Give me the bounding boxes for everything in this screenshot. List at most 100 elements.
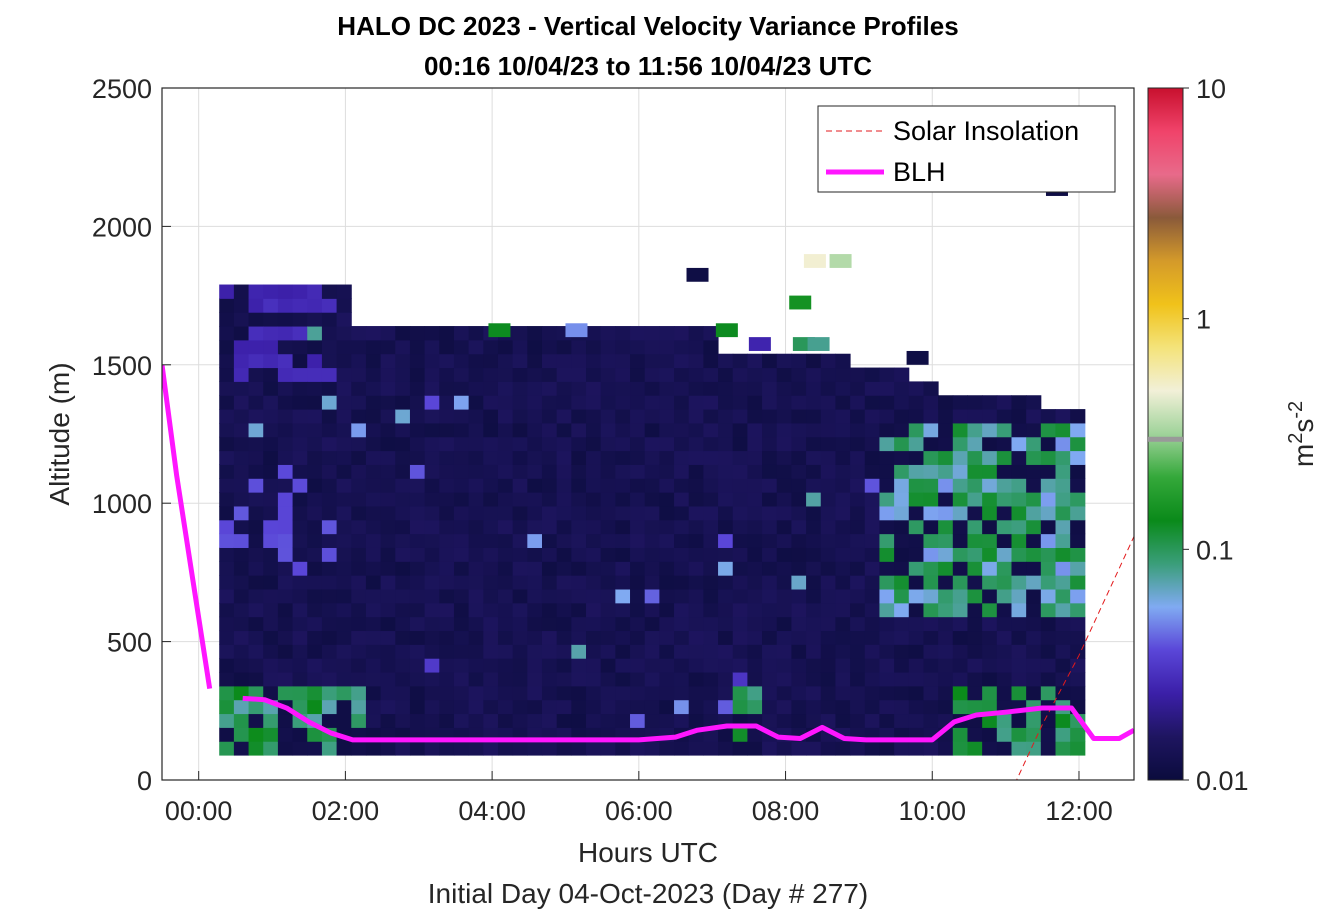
heatmap-cell	[644, 478, 660, 493]
heatmap-cell	[365, 450, 382, 465]
heatmap-cell	[424, 450, 440, 465]
heatmap-cell	[277, 492, 294, 507]
heatmap-cell	[908, 575, 924, 590]
heatmap-cell	[791, 533, 807, 548]
heatmap-cell	[1011, 422, 1027, 438]
heatmap-cell	[850, 492, 866, 507]
heatmap-cell	[806, 450, 822, 465]
heatmap-cell	[292, 519, 308, 535]
heatmap-cell	[952, 672, 968, 687]
heatmap-cell	[923, 713, 939, 728]
heatmap-cell	[336, 685, 352, 701]
heatmap-cell	[468, 381, 484, 396]
heatmap-cell	[894, 464, 910, 479]
heatmap-cell	[967, 575, 983, 590]
heatmap-cell	[1040, 630, 1057, 645]
heatmap-cell	[835, 464, 851, 479]
heatmap-cell	[894, 658, 910, 673]
heatmap-cell	[1040, 589, 1057, 604]
heatmap-cell	[527, 533, 543, 548]
heatmap-cell	[762, 409, 778, 424]
heatmap-cell	[718, 492, 734, 507]
heatmap-cell	[380, 367, 396, 382]
heatmap-cell	[996, 589, 1012, 604]
heatmap-cell	[233, 450, 250, 465]
heatmap-cell	[879, 575, 895, 590]
heatmap-cell	[864, 602, 880, 618]
heatmap-cell	[1055, 464, 1071, 479]
heatmap-cell	[747, 602, 763, 618]
heatmap-cell	[453, 436, 470, 452]
colorbar-label: m2s-2	[1285, 401, 1319, 467]
heatmap-cell	[952, 644, 968, 659]
heatmap-cell	[1026, 478, 1042, 493]
heatmap-cell	[365, 685, 382, 701]
heatmap-cell	[688, 713, 704, 728]
colorbar-tick-label: 0.01	[1196, 766, 1249, 796]
heatmap-cell	[864, 519, 880, 535]
heatmap-cell	[908, 602, 924, 618]
heatmap-cell	[747, 630, 763, 645]
heatmap-cell	[703, 353, 719, 369]
heatmap-cell	[747, 422, 763, 438]
heatmap-cell	[674, 699, 690, 715]
heatmap-cell	[703, 630, 719, 645]
heatmap-cell	[263, 381, 279, 396]
heatmap-cell	[351, 395, 367, 410]
heatmap-cell	[703, 409, 719, 424]
heatmap-cell	[541, 450, 558, 465]
heatmap-cell	[556, 409, 572, 424]
heatmap-cell	[351, 326, 367, 341]
heatmap-cell	[556, 353, 572, 369]
heatmap-cell	[1055, 492, 1071, 507]
heatmap-cell	[586, 630, 602, 645]
heatmap-cell	[292, 367, 308, 382]
heatmap-cell	[850, 672, 866, 687]
heatmap-cell	[248, 326, 264, 341]
heatmap-cell	[820, 492, 836, 507]
heatmap-cell	[277, 478, 294, 493]
heatmap-cell	[791, 658, 807, 673]
heatmap-cell	[488, 323, 511, 338]
heatmap-cell	[409, 478, 426, 493]
heatmap-cell	[219, 505, 235, 521]
heatmap-cell	[835, 353, 851, 369]
heatmap-cell	[395, 478, 411, 493]
heatmap-cell	[850, 713, 866, 728]
heatmap-cell	[541, 630, 558, 645]
heatmap-cell	[219, 741, 235, 756]
heatmap-cell	[630, 395, 646, 410]
heatmap-cell	[439, 339, 455, 355]
heatmap-cell	[321, 713, 338, 728]
heatmap-cell	[395, 395, 411, 410]
heatmap-cell	[409, 672, 426, 687]
heatmap-cell	[600, 395, 616, 410]
heatmap-cell	[776, 713, 792, 728]
heatmap-cell	[1070, 547, 1086, 562]
heatmap-cell	[512, 395, 528, 410]
heatmap-cell	[439, 519, 455, 535]
y-axis-label: Altitude (m)	[44, 362, 75, 505]
heatmap-cell	[527, 713, 543, 728]
heatmap-cell	[527, 492, 543, 507]
heatmap-cell	[996, 644, 1012, 659]
heatmap-cell	[263, 409, 279, 424]
heatmap-cell	[483, 353, 499, 369]
heatmap-cell	[351, 575, 367, 590]
heatmap-cell	[395, 658, 411, 673]
heatmap-cell	[556, 616, 572, 632]
heatmap-cell	[351, 492, 367, 507]
heatmap-cell	[556, 533, 572, 548]
heatmap-cell	[541, 685, 558, 701]
heatmap-cell	[615, 339, 631, 355]
heatmap-cell	[351, 464, 367, 479]
heatmap-cell	[776, 547, 792, 562]
heatmap-cell	[996, 602, 1012, 618]
heatmap-cell	[820, 547, 836, 562]
heatmap-cell	[894, 630, 910, 645]
heatmap-cell	[571, 478, 587, 493]
y-tick-label: 1000	[92, 489, 152, 519]
heatmap-cell	[762, 505, 778, 521]
heatmap-cell	[497, 533, 514, 548]
heatmap-cell	[806, 519, 822, 535]
